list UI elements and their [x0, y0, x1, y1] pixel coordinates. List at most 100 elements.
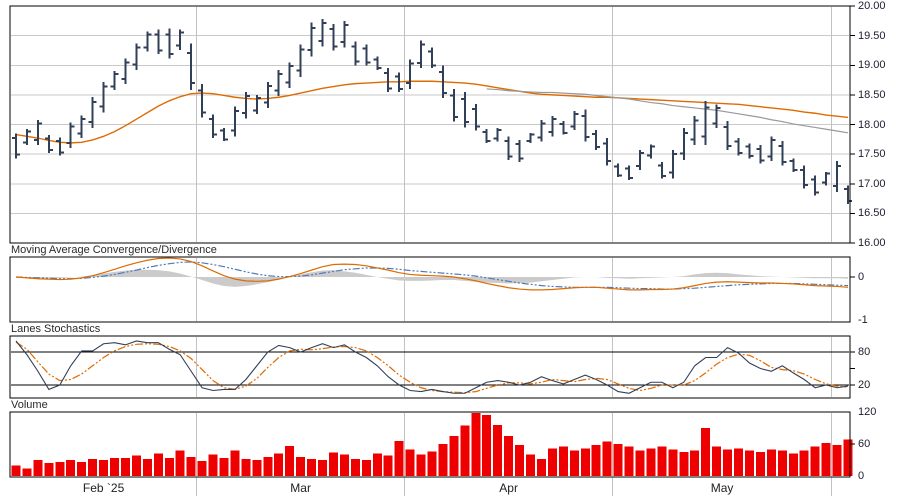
volume-bar	[394, 440, 404, 476]
volume-bar	[339, 454, 349, 476]
ohlc-bar	[603, 138, 612, 166]
ohlc-bar	[701, 100, 710, 146]
volume-axis-label: 0	[858, 470, 865, 482]
volume-bar	[679, 452, 689, 476]
ohlc-bar	[778, 141, 787, 166]
ohlc-bar	[428, 47, 436, 69]
price-axis-label: 18.50	[858, 88, 886, 101]
volume-bar	[832, 445, 842, 476]
ohlc-bar	[449, 88, 458, 122]
volume-bar	[416, 454, 426, 476]
month-label: Feb `25	[82, 481, 125, 495]
ohlc-bar	[230, 106, 239, 137]
volume-bar	[186, 456, 196, 476]
ohlc-bar	[460, 91, 469, 128]
ohlc-bar	[252, 94, 261, 114]
ohlc-bar	[285, 62, 294, 88]
ohlc-bar	[263, 81, 272, 108]
ohlc-bar	[471, 103, 480, 131]
ohlc-bar	[844, 185, 852, 204]
ohlc-bar	[636, 149, 644, 171]
ohlc-bar	[570, 110, 579, 130]
volume-bar	[153, 453, 163, 476]
price-axis-label: 18.00	[858, 118, 886, 131]
ohlc-bar	[745, 143, 754, 159]
volume-bar	[33, 460, 43, 476]
volume-bar	[657, 446, 667, 476]
ohlc-bar	[176, 29, 185, 50]
volume-bar	[547, 448, 557, 476]
price-axis-label: 20.00	[858, 0, 886, 12]
volume-bar	[307, 458, 317, 476]
stoch-panel-title: Lanes Stochastics	[11, 323, 101, 335]
ohlc-bar	[657, 161, 666, 179]
ohlc-bar	[504, 136, 513, 161]
volume-bar	[219, 457, 229, 476]
moving-average-fast-line	[15, 80, 849, 144]
ohlc-bar	[307, 22, 316, 57]
price-axis-label: 17.00	[858, 177, 886, 190]
month-label: Apr	[499, 481, 518, 495]
volume-bar	[810, 446, 820, 476]
stochastic-axis-label: 20	[858, 379, 871, 391]
volume-bar	[328, 452, 338, 476]
ohlc-bar	[734, 138, 743, 156]
ohlc-bar	[417, 40, 426, 69]
ohlc-bar	[833, 161, 842, 193]
volume-bar	[197, 461, 207, 476]
volume-bar	[120, 457, 130, 476]
volume-bar	[569, 450, 579, 476]
volume-bar	[777, 450, 787, 476]
ohlc-bar	[12, 133, 20, 159]
ohlc-bar	[789, 158, 798, 172]
macd-histogram	[16, 269, 848, 287]
volume-bar	[274, 453, 284, 476]
volume-axis-label: 120	[858, 406, 877, 418]
ohlc-bar	[811, 175, 820, 196]
ohlc-bar	[581, 109, 590, 142]
ohlc-bar	[241, 91, 250, 119]
volume-bar	[526, 454, 536, 476]
ohlc-bar	[537, 119, 546, 142]
macd-axis-label: -1	[858, 314, 868, 326]
ohlc-bar	[406, 59, 415, 89]
volume-bar	[285, 446, 295, 476]
volume-bar	[252, 460, 262, 476]
ohlc-bar	[515, 139, 524, 162]
volume-bar	[799, 450, 809, 476]
volume-bar	[164, 457, 174, 476]
ohlc-bar	[526, 132, 535, 143]
volume-bar	[646, 448, 656, 476]
volume-bar	[230, 450, 240, 476]
ohlc-bar	[625, 165, 634, 181]
volume-bar	[723, 449, 733, 476]
ohlc-bar	[132, 43, 141, 70]
ohlc-bar	[679, 128, 688, 161]
ohlc-bar	[77, 115, 86, 139]
ohlc-bar	[614, 163, 623, 178]
volume-bar	[558, 446, 568, 476]
volume-bar	[712, 446, 722, 476]
ohlc-bar	[712, 104, 721, 129]
volume-bar	[131, 455, 141, 476]
volume-bar	[734, 448, 744, 476]
volume-bar	[427, 451, 437, 476]
macd-axis-label: 0	[858, 271, 865, 283]
ohlc-bar	[88, 97, 97, 129]
volume-bar	[504, 436, 514, 476]
volume-bar	[580, 448, 590, 476]
volume-bar	[350, 458, 360, 476]
volume-bar	[635, 450, 645, 476]
volume-bar	[449, 436, 459, 476]
volume-bar	[460, 425, 470, 476]
volume-bar	[208, 454, 218, 476]
stochastic-k-line	[15, 340, 849, 394]
ohlc-bar	[33, 119, 42, 146]
volume-bar	[438, 444, 448, 476]
ohlc-bar	[690, 116, 699, 146]
volume-axis-label: 60	[858, 438, 871, 450]
stochastic-axis-label: 80	[858, 346, 871, 358]
ohlc-bar	[318, 19, 327, 47]
